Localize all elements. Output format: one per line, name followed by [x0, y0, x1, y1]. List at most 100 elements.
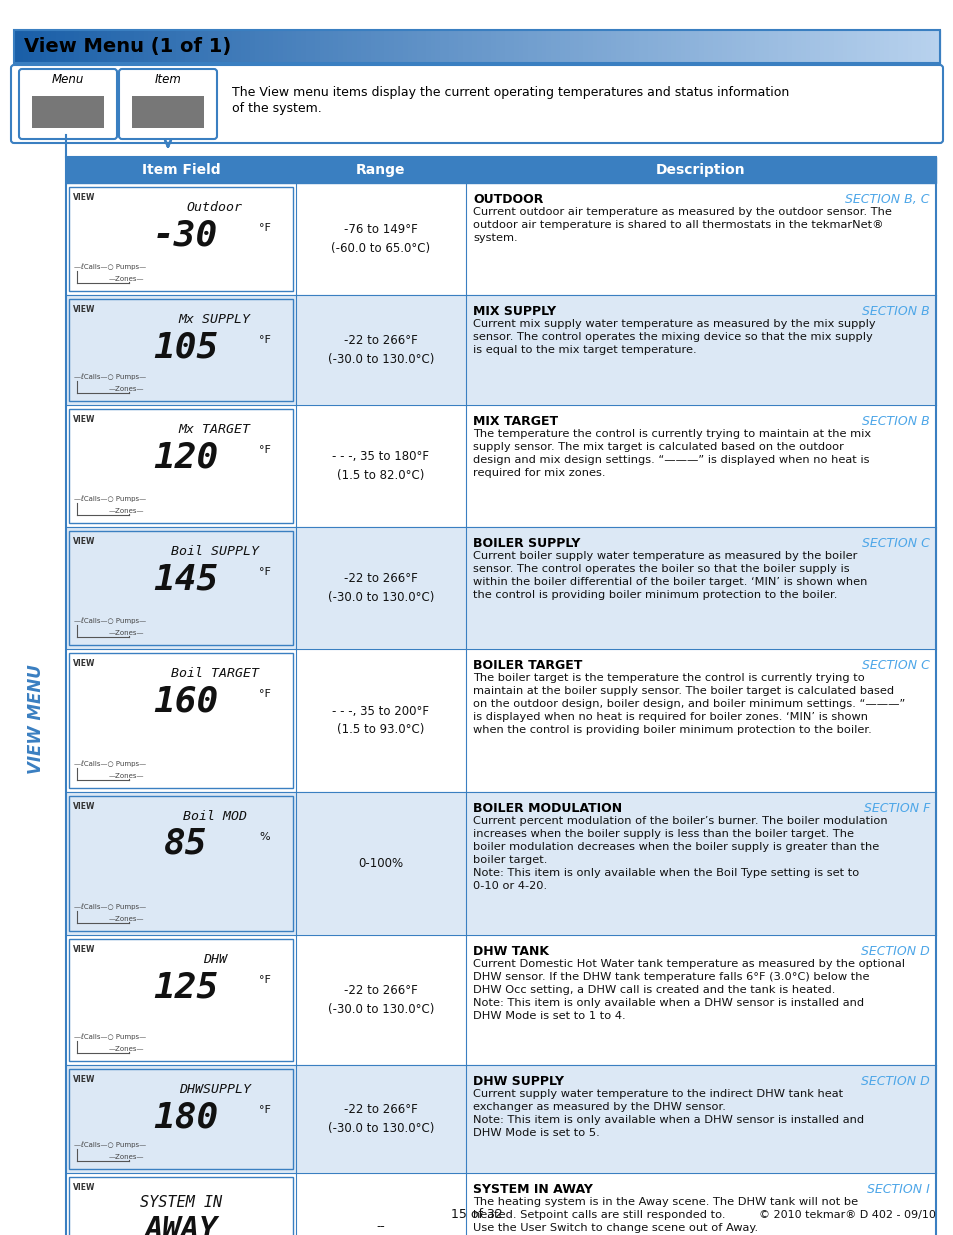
- Text: Current percent modulation of the boiler’s burner. The boiler modulation
increas: Current percent modulation of the boiler…: [473, 816, 886, 892]
- Text: The temperature the control is currently trying to maintain at the mix
supply se: The temperature the control is currently…: [473, 429, 870, 478]
- Text: Current outdoor air temperature as measured by the outdoor sensor. The
outdoor a: Current outdoor air temperature as measu…: [473, 207, 891, 243]
- Text: Item Field: Item Field: [142, 163, 220, 177]
- Text: —ℓCalls—○ Pumps—: —ℓCalls—○ Pumps—: [74, 618, 146, 624]
- Text: —Zones—: —Zones—: [109, 916, 144, 923]
- Text: SYSTEM IN: SYSTEM IN: [140, 1195, 222, 1210]
- FancyBboxPatch shape: [69, 939, 293, 1061]
- Text: —ℓCalls—○ Pumps—: —ℓCalls—○ Pumps—: [74, 263, 146, 269]
- Text: BOILER TARGET: BOILER TARGET: [473, 659, 581, 672]
- Text: Boil SUPPLY: Boil SUPPLY: [171, 545, 258, 558]
- Text: °F: °F: [259, 1105, 271, 1115]
- Text: Current Domestic Hot Water tank temperature as measured by the optional
DHW sens: Current Domestic Hot Water tank temperat…: [473, 960, 904, 1021]
- Text: 105: 105: [152, 330, 218, 364]
- Text: VIEW: VIEW: [73, 802, 95, 811]
- FancyBboxPatch shape: [69, 186, 293, 291]
- Text: -22 to 266°F
(-30.0 to 130.0°C): -22 to 266°F (-30.0 to 130.0°C): [328, 333, 434, 366]
- Text: Description: Description: [656, 163, 745, 177]
- Text: Outdoor: Outdoor: [187, 201, 242, 214]
- Text: SECTION D: SECTION D: [861, 945, 929, 958]
- Bar: [32, 96, 104, 128]
- Text: VIEW: VIEW: [73, 1183, 95, 1192]
- FancyBboxPatch shape: [19, 69, 117, 140]
- Text: VIEW: VIEW: [73, 305, 95, 314]
- Text: The boiler target is the temperature the control is currently trying to
maintain: The boiler target is the temperature the…: [473, 673, 904, 735]
- Text: —ℓCalls—○ Pumps—: —ℓCalls—○ Pumps—: [74, 495, 146, 501]
- Text: 160: 160: [152, 684, 218, 718]
- Text: Mx TARGET: Mx TARGET: [178, 424, 251, 436]
- Text: —ℓCalls—○ Pumps—: —ℓCalls—○ Pumps—: [74, 373, 146, 379]
- Text: VIEW: VIEW: [73, 537, 95, 546]
- Text: —Zones—: —Zones—: [109, 508, 144, 514]
- FancyBboxPatch shape: [11, 65, 942, 143]
- Text: -76 to 149°F
(-60.0 to 65.0°C): -76 to 149°F (-60.0 to 65.0°C): [331, 224, 430, 254]
- Text: Current supply water temperature to the indirect DHW tank heat
exchanger as meas: Current supply water temperature to the …: [473, 1089, 863, 1139]
- Text: 85: 85: [164, 827, 207, 861]
- Text: Boil MOD: Boil MOD: [182, 810, 246, 823]
- Text: 0-100%: 0-100%: [358, 857, 403, 869]
- Text: The heating system is in the Away scene. The DHW tank will not be
heated. Setpoi: The heating system is in the Away scene.…: [473, 1197, 858, 1233]
- Text: °F: °F: [259, 335, 271, 345]
- Text: - - -, 35 to 200°F
(1.5 to 93.0°C): - - -, 35 to 200°F (1.5 to 93.0°C): [333, 704, 429, 736]
- Text: —Zones—: —Zones—: [109, 1046, 144, 1052]
- Text: SECTION F: SECTION F: [862, 802, 929, 815]
- Text: MIX TARGET: MIX TARGET: [473, 415, 558, 429]
- Text: SECTION C: SECTION C: [862, 659, 929, 672]
- Text: SECTION B, C: SECTION B, C: [844, 193, 929, 206]
- Text: DHW SUPPLY: DHW SUPPLY: [473, 1074, 563, 1088]
- Text: © 2010 tekmar® D 402 - 09/10: © 2010 tekmar® D 402 - 09/10: [759, 1210, 935, 1220]
- FancyBboxPatch shape: [69, 653, 293, 788]
- Text: View Menu (1 of 1): View Menu (1 of 1): [24, 37, 231, 56]
- Text: —ℓCalls—○ Pumps—: —ℓCalls—○ Pumps—: [74, 760, 146, 767]
- Bar: [132, 96, 204, 128]
- Text: Current mix supply water temperature as measured by the mix supply
sensor. The c: Current mix supply water temperature as …: [473, 319, 875, 356]
- Text: 145: 145: [152, 562, 218, 597]
- Text: -22 to 266°F
(-30.0 to 130.0°C): -22 to 266°F (-30.0 to 130.0°C): [328, 1103, 434, 1135]
- Text: VIEW: VIEW: [73, 193, 95, 203]
- Text: SECTION B: SECTION B: [862, 305, 929, 317]
- Text: VIEW: VIEW: [73, 945, 95, 953]
- FancyBboxPatch shape: [69, 797, 293, 931]
- FancyBboxPatch shape: [69, 299, 293, 401]
- Text: -22 to 266°F
(-30.0 to 130.0°C): -22 to 266°F (-30.0 to 130.0°C): [328, 572, 434, 604]
- Text: —Zones—: —Zones—: [109, 630, 144, 636]
- Text: 125: 125: [152, 969, 218, 1004]
- Text: SECTION D: SECTION D: [861, 1074, 929, 1088]
- Text: -30: -30: [152, 219, 218, 252]
- Text: DHW: DHW: [202, 953, 227, 966]
- Text: AWAY: AWAY: [144, 1215, 217, 1235]
- Text: —ℓCalls—○ Pumps—: —ℓCalls—○ Pumps—: [74, 1032, 146, 1040]
- Text: 15 of 32: 15 of 32: [451, 1209, 502, 1221]
- Text: —Zones—: —Zones—: [109, 773, 144, 779]
- Text: OUTDOOR: OUTDOOR: [473, 193, 543, 206]
- Text: °F: °F: [259, 224, 271, 233]
- Text: VIEW: VIEW: [73, 415, 95, 424]
- Text: %: %: [259, 832, 270, 842]
- Text: —ℓCalls—○ Pumps—: —ℓCalls—○ Pumps—: [74, 1141, 146, 1147]
- FancyBboxPatch shape: [69, 1070, 293, 1170]
- FancyBboxPatch shape: [69, 1177, 293, 1235]
- Text: Menu: Menu: [51, 73, 84, 86]
- Text: Range: Range: [355, 163, 405, 177]
- Text: Mx SUPPLY: Mx SUPPLY: [178, 312, 251, 326]
- Text: Item: Item: [154, 73, 181, 86]
- Text: --: --: [376, 1220, 385, 1234]
- Text: VIEW: VIEW: [73, 1074, 95, 1084]
- FancyBboxPatch shape: [69, 409, 293, 522]
- Text: VIEW: VIEW: [73, 659, 95, 668]
- Text: SECTION C: SECTION C: [862, 537, 929, 550]
- Text: °F: °F: [259, 567, 271, 577]
- Text: SECTION B: SECTION B: [862, 415, 929, 429]
- Text: SYSTEM IN AWAY: SYSTEM IN AWAY: [473, 1183, 592, 1195]
- Text: °F: °F: [259, 974, 271, 986]
- Text: BOILER MODULATION: BOILER MODULATION: [473, 802, 621, 815]
- Text: -22 to 266°F
(-30.0 to 130.0°C): -22 to 266°F (-30.0 to 130.0°C): [328, 984, 434, 1016]
- Text: 180: 180: [152, 1100, 218, 1134]
- Text: 120: 120: [152, 440, 218, 474]
- Text: Boil TARGET: Boil TARGET: [171, 667, 258, 680]
- Text: —Zones—: —Zones—: [109, 275, 144, 282]
- Text: —Zones—: —Zones—: [109, 387, 144, 391]
- Text: BOILER SUPPLY: BOILER SUPPLY: [473, 537, 579, 550]
- Text: —Zones—: —Zones—: [109, 1153, 144, 1160]
- Text: of the system.: of the system.: [232, 103, 321, 115]
- Text: - - -, 35 to 180°F
(1.5 to 82.0°C): - - -, 35 to 180°F (1.5 to 82.0°C): [333, 450, 429, 482]
